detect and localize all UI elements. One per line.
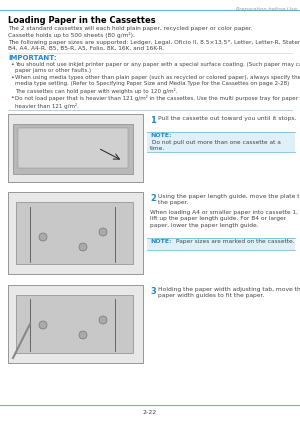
Text: NOTE:: NOTE:	[150, 239, 172, 244]
Bar	[147, 132, 295, 152]
Text: Pull the cassette out toward you until it stops.: Pull the cassette out toward you until i…	[158, 116, 296, 121]
Circle shape	[39, 233, 47, 241]
Bar	[16, 202, 133, 264]
Bar	[16, 295, 133, 353]
Text: IMPORTANT:: IMPORTANT:	[8, 55, 57, 61]
Bar	[8, 114, 143, 182]
Bar	[147, 238, 295, 250]
Text: Preparation before Use: Preparation before Use	[236, 7, 297, 12]
Circle shape	[99, 228, 107, 236]
Circle shape	[39, 321, 47, 329]
Text: •: •	[10, 95, 14, 100]
Text: 2-22: 2-22	[143, 410, 157, 415]
Text: When using media types other than plain paper (such as recycled or colored paper: When using media types other than plain …	[15, 75, 300, 94]
Text: Do not pull out more than one cassette at a
time.: Do not pull out more than one cassette a…	[150, 140, 281, 151]
Bar	[8, 285, 143, 363]
Bar	[18, 128, 128, 168]
Text: Paper sizes are marked on the cassette.: Paper sizes are marked on the cassette.	[174, 239, 295, 244]
Text: The 2 standard cassettes will each hold plain paper, recycled paper or color pap: The 2 standard cassettes will each hold …	[8, 26, 253, 31]
Text: Loading Paper in the Cassettes: Loading Paper in the Cassettes	[8, 16, 156, 25]
Text: You should not use inkjet printer paper or any paper with a special surface coat: You should not use inkjet printer paper …	[15, 62, 300, 74]
Circle shape	[79, 243, 87, 251]
Text: NOTE:: NOTE:	[150, 133, 172, 138]
Bar	[8, 192, 143, 274]
Bar	[13, 124, 133, 174]
Text: When loading A4 or smaller paper into cassette 1,
lift up the paper length guide: When loading A4 or smaller paper into ca…	[150, 210, 298, 228]
Text: B4, A4, A4-R, B5, B5-R, A5, Folio, 8K, 16K, and 16K-R.: B4, A4, A4-R, B5, B5-R, A5, Folio, 8K, 1…	[8, 46, 164, 51]
Text: 3: 3	[150, 287, 156, 296]
Text: 1: 1	[150, 116, 156, 125]
Text: Cassette holds up to 500 sheets (80 g/m²).: Cassette holds up to 500 sheets (80 g/m²…	[8, 32, 135, 38]
Circle shape	[79, 331, 87, 339]
Text: Using the paper length guide, move the plate to fit
the paper.: Using the paper length guide, move the p…	[158, 194, 300, 205]
Text: •: •	[10, 62, 14, 67]
Text: Do not load paper that is heavier than 121 g/m² in the cassettes. Use the multi : Do not load paper that is heavier than 1…	[15, 95, 300, 109]
Text: 2: 2	[150, 194, 156, 203]
Text: The following paper sizes are supported: Ledger, Legal, Oficio II, 8.5×13.5", Le: The following paper sizes are supported:…	[8, 40, 300, 45]
Text: Holding the paper width adjusting tab, move the
paper width guides to fit the pa: Holding the paper width adjusting tab, m…	[158, 287, 300, 298]
Text: •: •	[10, 75, 14, 80]
Circle shape	[99, 316, 107, 324]
